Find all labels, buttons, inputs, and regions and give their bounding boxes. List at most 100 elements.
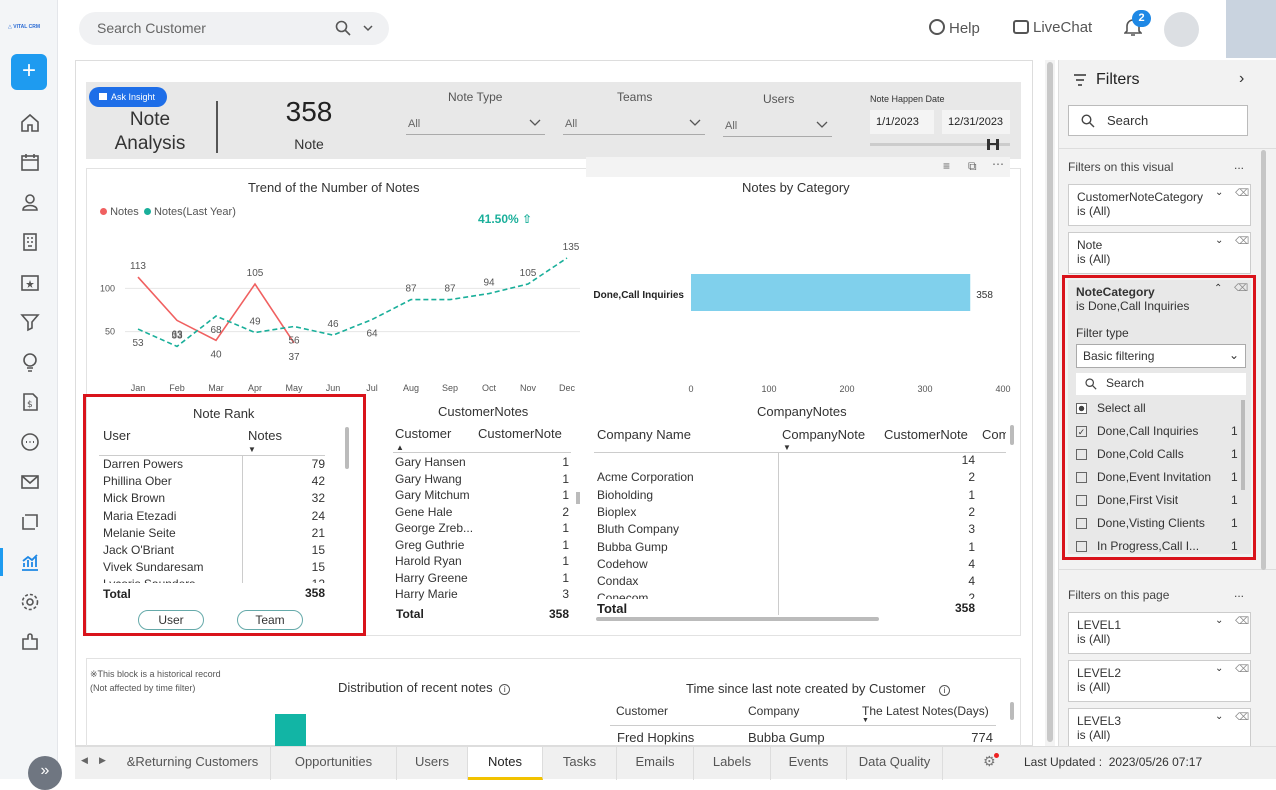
comp-vscrollbar[interactable] bbox=[1010, 425, 1014, 445]
tab-emails[interactable]: Emails bbox=[617, 747, 694, 780]
eraser-icon[interactable]: ⌫ bbox=[1235, 188, 1250, 199]
filter-card-level1[interactable]: LEVEL1 is (All) ⌄ ⌫ bbox=[1068, 612, 1251, 654]
table-row[interactable]: Codehow bbox=[597, 557, 648, 571]
table-row[interactable]: Conecom bbox=[597, 591, 648, 599]
date-slider-track[interactable] bbox=[870, 143, 1010, 146]
filters-search[interactable]: Search bbox=[1068, 105, 1248, 136]
analytics-icon[interactable] bbox=[19, 551, 41, 573]
checkbox[interactable] bbox=[1076, 541, 1087, 553]
help-link[interactable]: Help bbox=[929, 19, 980, 37]
eraser-icon[interactable]: ⌫ bbox=[1235, 712, 1250, 723]
home-icon[interactable] bbox=[19, 112, 41, 134]
table-row[interactable]: Condax bbox=[597, 574, 638, 588]
cust-col-note[interactable]: CustomerNote bbox=[478, 426, 562, 441]
chevron-down-icon[interactable]: ⌄ bbox=[1215, 235, 1224, 246]
table-row[interactable]: Maria Etezadi bbox=[103, 509, 176, 523]
tab-events[interactable]: Events bbox=[771, 747, 847, 780]
event-icon[interactable] bbox=[19, 271, 41, 293]
chevron-down-icon[interactable]: ⌄ bbox=[1215, 187, 1224, 198]
table-row[interactable]: Jack O'Briant bbox=[103, 543, 174, 557]
chevron-down-icon[interactable] bbox=[363, 23, 373, 33]
table-row[interactable]: Gene Hale bbox=[395, 505, 452, 519]
chevron-down-icon[interactable]: ⌄ bbox=[1215, 663, 1224, 674]
since-scrollbar[interactable] bbox=[1010, 702, 1014, 720]
cust-scrollbar[interactable] bbox=[576, 492, 580, 504]
category-item[interactable]: Done,Visting Clients 1 bbox=[1076, 516, 1238, 530]
rank-scrollbar[interactable] bbox=[345, 427, 349, 469]
chevron-down-icon[interactable]: ⌄ bbox=[1215, 615, 1224, 626]
checkbox[interactable] bbox=[1076, 403, 1087, 415]
table-row[interactable]: Harry Greene bbox=[395, 571, 468, 585]
note-rank-col-notes[interactable]: Notes bbox=[248, 428, 282, 443]
filter-card-level2[interactable]: LEVEL2 is (All) ⌄ ⌫ bbox=[1068, 660, 1251, 702]
tab-users[interactable]: Users bbox=[397, 747, 468, 780]
filter-card-customernotecategory[interactable]: CustomerNoteCategory is (All) ⌄ ⌫ bbox=[1068, 184, 1251, 226]
category-item[interactable]: Done,First Visit 1 bbox=[1076, 493, 1238, 507]
settings-gear-icon[interactable]: ⚙ bbox=[983, 753, 999, 770]
note-type-select[interactable]: All bbox=[406, 116, 545, 135]
table-row[interactable]: Gary Mitchum bbox=[395, 488, 470, 502]
comp-col-more[interactable]: Com bbox=[982, 427, 1006, 442]
tab-data-quality[interactable]: Data Quality bbox=[847, 747, 943, 780]
table-row[interactable]: Acme Corporation bbox=[597, 470, 694, 484]
calendar-icon[interactable] bbox=[19, 151, 41, 173]
add-button[interactable]: + bbox=[11, 54, 47, 90]
user-toggle-button[interactable]: User bbox=[138, 610, 204, 630]
table-row[interactable]: Harry Marie bbox=[395, 587, 458, 601]
report-scrollbar[interactable] bbox=[1045, 60, 1055, 746]
table-row[interactable]: Greg Guthrie bbox=[395, 538, 464, 552]
collapse-nav-button[interactable]: » bbox=[28, 756, 62, 790]
eraser-icon[interactable]: ⌫ bbox=[1234, 283, 1249, 294]
eraser-icon[interactable]: ⌫ bbox=[1235, 664, 1250, 675]
table-row[interactable]: Darren Powers bbox=[103, 457, 183, 471]
table-row[interactable]: Bioplex bbox=[597, 505, 636, 519]
cust-col-customer[interactable]: Customer bbox=[395, 426, 452, 441]
table-row[interactable]: Bioholding bbox=[597, 488, 653, 502]
category-item[interactable]: Done,Cold Calls 1 bbox=[1076, 447, 1238, 461]
since-col-latest[interactable]: The Latest Notes(Days) bbox=[862, 704, 989, 718]
plugin-icon[interactable] bbox=[19, 631, 41, 653]
invoice-icon[interactable]: $ bbox=[19, 391, 41, 413]
table-row[interactable]: Phillina Ober bbox=[103, 474, 172, 488]
chevron-down-icon[interactable]: ⌄ bbox=[1215, 711, 1224, 722]
sales-funnel-icon[interactable] bbox=[19, 311, 41, 333]
table-row[interactable]: Gary Hwang bbox=[395, 472, 462, 486]
checkbox[interactable]: ✓ bbox=[1076, 426, 1087, 438]
chat-icon[interactable] bbox=[19, 431, 41, 453]
checkbox[interactable] bbox=[1076, 449, 1087, 461]
date-from-input[interactable]: 1/1/2023 bbox=[870, 110, 934, 134]
customer-search[interactable]: Search Customer bbox=[79, 12, 389, 45]
table-row[interactable]: Melanie Seite bbox=[103, 526, 176, 540]
category-item[interactable]: Select all bbox=[1076, 401, 1236, 415]
ask-insight-button[interactable]: Ask Insight bbox=[89, 87, 167, 107]
more-options-icon[interactable]: ⋯ bbox=[992, 157, 1004, 171]
teams-select[interactable]: All bbox=[563, 116, 705, 135]
category-item[interactable]: ✓ Done,Call Inquiries 1 bbox=[1076, 424, 1238, 438]
filter-card-notecategory[interactable]: NoteCategory is Done,Call Inquiries ⌃ ⌫ … bbox=[1068, 280, 1251, 554]
table-row[interactable]: Bluth Company bbox=[597, 522, 679, 536]
date-slider-handle[interactable] bbox=[987, 139, 999, 150]
tab-opportunities[interactable]: Opportunities bbox=[271, 747, 397, 780]
search-icon[interactable] bbox=[335, 20, 351, 36]
users-select[interactable]: All bbox=[723, 118, 832, 137]
table-row[interactable]: Bubba Gump bbox=[597, 540, 668, 554]
livechat-link[interactable]: LiveChat bbox=[1013, 19, 1092, 36]
eraser-icon[interactable]: ⌫ bbox=[1235, 616, 1250, 627]
script-icon[interactable] bbox=[19, 511, 41, 533]
comp-hscrollbar[interactable] bbox=[596, 617, 879, 621]
category-item[interactable]: In Progress,Call I... 1 bbox=[1076, 539, 1238, 553]
search-input[interactable]: Search Customer bbox=[97, 20, 206, 36]
checkbox[interactable] bbox=[1076, 518, 1087, 530]
scroll-thumb[interactable] bbox=[1047, 62, 1053, 742]
eraser-icon[interactable]: ⌫ bbox=[1235, 236, 1250, 247]
note-rank-col-user[interactable]: User bbox=[103, 428, 131, 443]
filters-scrollbar[interactable] bbox=[1261, 150, 1266, 570]
filter-type-select[interactable]: Basic filtering ⌄ bbox=[1076, 344, 1246, 368]
contact-icon[interactable] bbox=[19, 191, 41, 213]
info-icon[interactable]: i bbox=[939, 685, 951, 696]
table-row[interactable]: Mick Brown bbox=[103, 491, 165, 505]
table-row[interactable]: Harold Ryan bbox=[395, 554, 462, 568]
table-row[interactable]: Gary Hansen bbox=[395, 455, 466, 469]
tab-tasks[interactable]: Tasks bbox=[543, 747, 617, 780]
idea-icon[interactable] bbox=[19, 351, 41, 373]
